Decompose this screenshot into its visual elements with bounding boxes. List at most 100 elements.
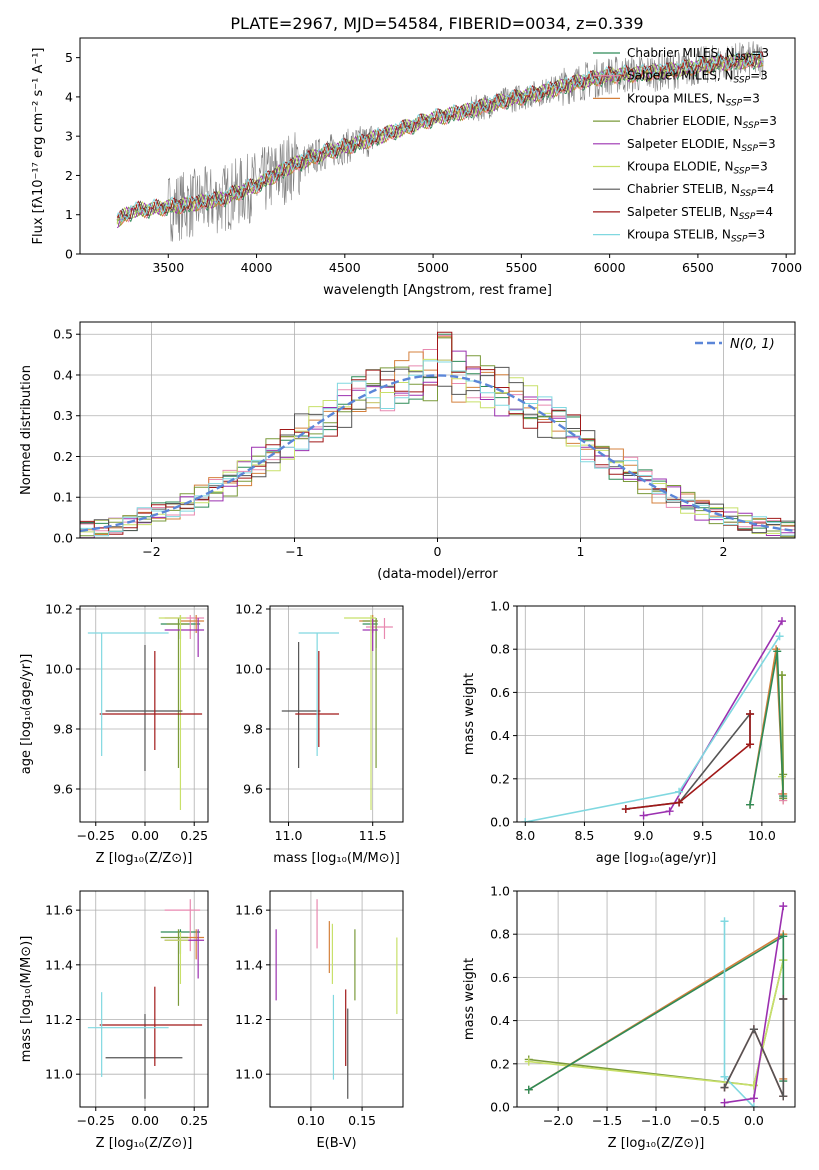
legend-label-salpeter_stelib: Salpeter STELIB, NSSP=4	[627, 205, 773, 222]
point-kroupa_elodie	[158, 615, 187, 810]
axes-ebv-mass: 0.10 0.15 11.0 11.2 11.4 11.6 E(B-V)	[235, 890, 404, 1151]
x-tick-label: 7000	[770, 260, 802, 275]
weight-line-kroupa_stelib	[525, 635, 781, 822]
y-tick-label: 0.1	[53, 490, 73, 505]
x-tick-label: −0.5	[690, 1113, 720, 1128]
y-tick-label: 4	[65, 89, 73, 104]
weight-marker-chabrier_elodie	[777, 671, 786, 680]
y-axis-label: mass weight	[462, 958, 477, 1040]
x-axis-label: E(B-V)	[316, 1136, 356, 1151]
y-tick-label: 2	[65, 168, 73, 183]
weight-marker-chabrier_miles	[746, 800, 755, 809]
legend-label-kroupa_elodie: Kroupa ELODIE, NSSP=3	[627, 160, 768, 177]
y-tick-label: 0.0	[490, 815, 510, 830]
y-tick-label: 0.2	[53, 449, 73, 464]
y-axis-label: Normed distribution	[19, 365, 34, 495]
point-chabrier_elodie	[160, 929, 189, 1006]
y-axis-label: mass weight	[462, 673, 477, 755]
x-tick-label: −1.5	[592, 1113, 622, 1128]
model-spectrum-salpeter_elodie	[116, 52, 764, 229]
x-tick-label: −1.0	[641, 1113, 671, 1128]
x-tick-label: −1	[285, 544, 303, 559]
weight-marker-kroupa_stelib	[720, 917, 729, 926]
x-tick-label: 9.0	[634, 828, 654, 843]
weight-marker-salpeter_stelib	[746, 710, 755, 718]
y-tick-label: 0.2	[490, 771, 510, 786]
y-axis-label: Flux [fλ10⁻¹⁷ erg cm⁻² s⁻¹ A⁻¹]	[31, 48, 46, 245]
weight-marker-chabrier_stelib	[779, 1092, 788, 1101]
weight-marker-salpeter_elodie	[777, 617, 786, 626]
x-tick-label: 0.10	[297, 1113, 325, 1128]
spectrum-legend: Chabrier MILES, NSSP=3 Salpeter MILES, NS…	[593, 46, 777, 245]
y-tick-label: 0.8	[490, 642, 510, 657]
plot-area-Z-age	[87, 615, 205, 810]
weight-marker-chabrier_stelib	[749, 1025, 758, 1034]
y-tick-label: 0.4	[490, 728, 510, 743]
x-axis-label: Z [log₁₀(Z/Z⊙)]	[96, 851, 193, 866]
axes-frame	[79, 37, 796, 255]
point-salpeter_miles	[164, 899, 201, 952]
weight-marker-kroupa_elodie	[524, 1057, 533, 1066]
y-tick-label: 11.6	[235, 903, 263, 918]
model-spectrum-kroupa_elodie	[116, 52, 764, 225]
y-tick-label: 11.4	[45, 957, 73, 972]
x-axis-label: Z [log₁₀(Z/Z⊙)]	[608, 1136, 705, 1151]
axes-frame	[269, 605, 404, 823]
axis-frame-mass-age: 11.0 11.5 9.6 9.8 10.0 10.2 mass [log₁₀(M/M⊙)]	[235, 602, 404, 866]
weight-marker-kroupa_stelib	[521, 818, 530, 822]
legend-label-chabrier_elodie: Chabrier ELODIE, NSSP=3	[627, 114, 777, 131]
x-tick-label: 0	[434, 544, 442, 559]
weight-marker-chabrier_miles	[779, 932, 788, 941]
weight-marker-chabrier_miles	[773, 647, 782, 656]
point-kroupa_stelib	[298, 632, 340, 756]
x-tick-label: −2	[142, 544, 160, 559]
y-tick-label: 0.2	[490, 1056, 510, 1071]
weight-marker-salpeter_stelib	[621, 805, 630, 814]
x-axis-label: Z [log₁₀(Z/Z⊙)]	[96, 1136, 193, 1151]
point-chabrier_stelib	[105, 645, 183, 771]
y-tick-label: 11.2	[45, 1012, 73, 1027]
y-tick-label: 10.2	[235, 602, 263, 617]
weight-line-chabrier_stelib	[723, 999, 785, 1097]
x-tick-label: 11.0	[275, 828, 303, 843]
y-tick-label: 11.4	[235, 957, 263, 972]
y-tick-label: 0.8	[490, 927, 510, 942]
weight-marker-kroupa_stelib	[675, 787, 684, 796]
axes-spectrum: 3500 4000 4500 5000 5500 6000 6500 7000 0 1 2 3 4 5 wa…	[31, 37, 802, 298]
legend-label-chabrier_miles: Chabrier MILES, NSSP=3	[627, 46, 769, 63]
weight-line-salpeter_elodie	[643, 620, 783, 817]
point-kroupa_elodie	[344, 615, 377, 810]
y-tick-label: 5	[65, 50, 73, 65]
model-spectrum-kroupa_stelib	[116, 51, 764, 222]
y-tick-label: 0.4	[53, 367, 73, 382]
x-tick-label: 1	[577, 544, 585, 559]
point-chabrier_stelib	[105, 1014, 183, 1099]
axes-frame	[516, 605, 796, 823]
plot-area-ebv-mass	[275, 899, 398, 1099]
x-tick-label: 0.25	[180, 1113, 208, 1128]
axis-frame-Z-weight: −2.0 −1.5 −1.0 −0.5 0.0 0.0 0.2 0.4 0.6 0.8 1.0 Z […	[462, 884, 796, 1151]
axis-frame-Z-age: −0.25 0.00 0.25 9.6 9.8 10.0 10.2 Z [log₁₀(Z/Z⊙…	[19, 602, 209, 866]
y-tick-label: 9.6	[243, 782, 263, 797]
weight-marker-kroupa_stelib	[720, 1072, 729, 1081]
plot-area-mass-age	[281, 615, 393, 810]
x-tick-label: 4000	[241, 260, 273, 275]
plot-area-Z-mass	[87, 899, 205, 1099]
axis-frame-age-weight: 8.0 8.5 9.0 9.5 10.0 0.0 0.2 0.4 0.6 0.8 1.0 age [l…	[462, 599, 796, 866]
plot-area-residuals	[80, 331, 795, 538]
x-tick-label: 4500	[329, 260, 361, 275]
y-tick-label: 10.0	[45, 662, 73, 677]
x-tick-label: 8.5	[574, 828, 594, 843]
x-tick-label: 6500	[682, 260, 714, 275]
x-tick-label: −0.25	[77, 828, 115, 843]
axis-frame-Z-mass: −0.25 0.00 0.25 11.0 11.2 11.4 11.6 Z [log₁₀(Z/…	[19, 890, 209, 1151]
y-axis-label: mass [log₁₀(M/M⊙)]	[19, 936, 34, 1063]
weight-marker-chabrier_stelib	[720, 1083, 729, 1092]
x-tick-label: 0.15	[348, 1113, 376, 1128]
y-tick-label: 0.5	[53, 327, 73, 342]
point-salpeter_elodie	[362, 618, 378, 651]
x-tick-label: 2	[720, 544, 728, 559]
point-kroupa_miles	[180, 929, 205, 960]
y-tick-label: 0.3	[53, 408, 73, 423]
